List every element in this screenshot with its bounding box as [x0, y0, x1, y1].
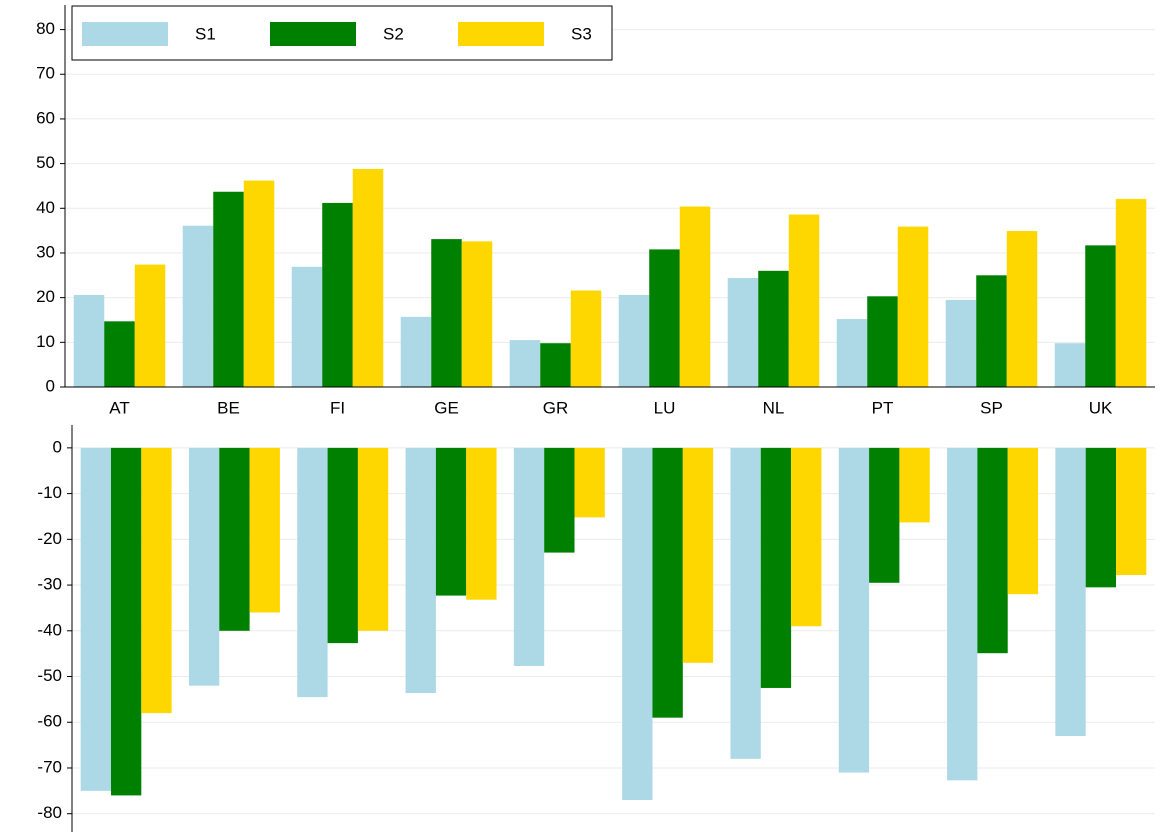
y-tick-label: 30	[36, 242, 55, 261]
legend-swatch	[458, 22, 544, 46]
bar	[1085, 447, 1117, 588]
bar	[574, 447, 605, 518]
y-tick-label: -40	[37, 620, 62, 639]
y-tick-label: -20	[37, 529, 62, 548]
bar	[622, 447, 653, 800]
y-tick-label: -80	[37, 803, 62, 822]
bar	[291, 266, 323, 387]
bar	[791, 447, 822, 627]
bar	[322, 202, 353, 387]
bar	[947, 447, 978, 781]
bar	[297, 447, 328, 698]
y-tick-label: 50	[36, 153, 55, 172]
bar	[618, 294, 650, 387]
bar	[80, 447, 111, 791]
bar	[945, 299, 977, 387]
bar	[219, 447, 250, 631]
y-tick-label: -50	[37, 666, 62, 685]
y-tick-label: -30	[37, 575, 62, 594]
bar	[976, 275, 1007, 387]
bar	[730, 447, 761, 759]
y-tick-label: 10	[36, 332, 55, 351]
bar	[513, 447, 545, 666]
bar	[352, 168, 384, 387]
y-tick-label: 0	[53, 437, 62, 456]
bar	[977, 447, 1008, 654]
bar	[1007, 447, 1039, 595]
bar	[727, 277, 759, 387]
bar	[679, 206, 711, 387]
legend-swatch	[270, 22, 356, 46]
bar	[400, 316, 432, 387]
x-tick-label: LU	[654, 398, 676, 417]
bar	[682, 447, 714, 663]
bar	[897, 226, 929, 387]
y-tick-label: -60	[37, 712, 62, 731]
x-tick-label: BE	[217, 398, 240, 417]
bar	[1054, 343, 1086, 387]
bar	[544, 447, 575, 553]
legend-label: S3	[571, 24, 592, 43]
x-tick-label: NL	[763, 398, 785, 417]
x-tick-label: GR	[543, 398, 569, 417]
x-tick-label: PT	[872, 398, 894, 417]
bar	[1116, 447, 1147, 575]
bar	[652, 447, 683, 718]
x-tick-label: GE	[434, 398, 459, 417]
bar	[788, 214, 820, 387]
y-tick-label: -70	[37, 757, 62, 776]
bar	[758, 270, 789, 387]
bar	[1006, 231, 1038, 387]
y-tick-label: 20	[36, 287, 55, 306]
bar	[243, 180, 275, 387]
y-tick-label: 60	[36, 108, 55, 127]
y-tick-label: 0	[46, 376, 55, 395]
bar	[213, 191, 244, 387]
bar	[570, 290, 602, 387]
bar	[1115, 198, 1147, 387]
legend-label: S1	[195, 24, 216, 43]
bar	[540, 343, 571, 387]
y-tick-label: 70	[36, 64, 55, 83]
bar	[182, 225, 214, 387]
bar	[73, 294, 105, 387]
bar	[838, 447, 870, 773]
bar	[431, 239, 462, 387]
bar	[466, 447, 497, 600]
bar	[869, 447, 900, 583]
bar	[1085, 245, 1116, 387]
bar	[249, 447, 280, 613]
x-tick-label: AT	[109, 398, 129, 417]
bar	[405, 447, 436, 693]
legend-label: S2	[383, 24, 404, 43]
bar	[760, 447, 792, 688]
x-tick-label: SP	[980, 398, 1003, 417]
bar	[357, 447, 389, 631]
bar	[141, 447, 172, 714]
bar	[435, 447, 467, 596]
legend-swatch	[82, 22, 168, 46]
bar	[104, 321, 135, 387]
bar	[836, 319, 868, 387]
y-tick-label: 40	[36, 198, 55, 217]
bar	[899, 447, 930, 523]
bar	[461, 241, 493, 387]
bar	[1055, 447, 1086, 736]
bar	[134, 264, 166, 387]
bar	[327, 447, 358, 644]
bar	[509, 340, 541, 387]
bar	[188, 447, 220, 686]
bar	[649, 249, 680, 387]
x-tick-label: FI	[330, 398, 345, 417]
x-tick-label: UK	[1089, 398, 1113, 417]
y-tick-label: 80	[36, 19, 55, 38]
y-tick-label: -10	[37, 483, 62, 502]
bar	[110, 447, 142, 796]
bar	[867, 296, 898, 387]
